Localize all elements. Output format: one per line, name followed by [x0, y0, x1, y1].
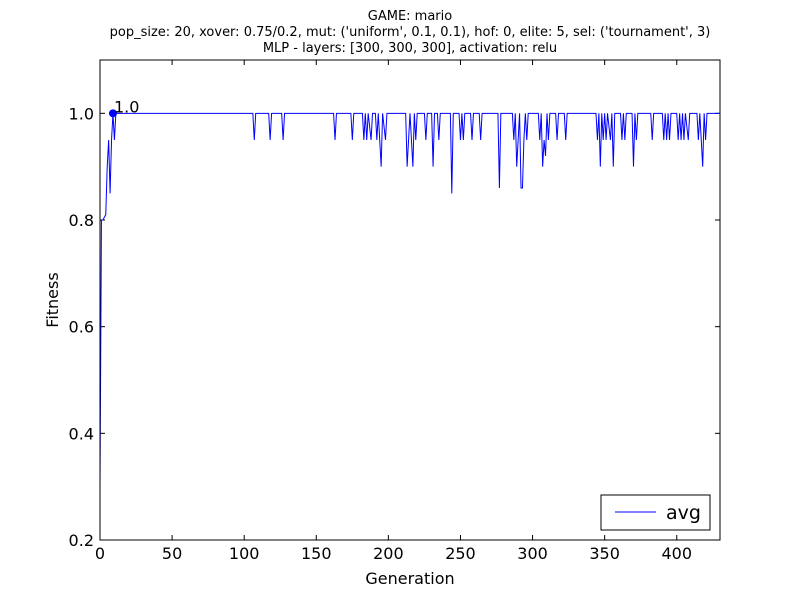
x-tick-label: 300: [517, 544, 548, 563]
y-tick-label: 0.4: [69, 424, 94, 443]
y-tick-label: 0.6: [69, 318, 94, 337]
x-tick-label: 100: [229, 544, 260, 563]
title-line-3: MLP - layers: [300, 300, 300], activatio…: [263, 41, 557, 56]
max-point-marker: [108, 109, 117, 118]
title-line-1: GAME: mario: [368, 9, 452, 24]
axis-ticks: 0 50 100 150 200 250 300 350 400 0.2 0.4 0.6 0.8 1.0: [69, 60, 720, 563]
max-point-label: 1.0: [114, 97, 139, 116]
x-tick-label: 200: [373, 544, 404, 563]
plot-area: 1.0: [100, 97, 720, 487]
y-tick-label: 1.0: [69, 104, 94, 123]
x-tick-label: 250: [445, 544, 476, 563]
x-tick-label: 50: [162, 544, 182, 563]
legend: avg: [600, 494, 711, 531]
x-tick-label: 400: [661, 544, 692, 563]
legend-label-avg: avg: [666, 502, 701, 524]
plot-frame: [99, 59, 721, 541]
x-axis-label: Generation: [365, 569, 454, 588]
x-tick-label: 0: [95, 544, 105, 563]
x-tick-label: 350: [589, 544, 620, 563]
series-line-avg: [100, 112, 720, 487]
x-tick-label: 150: [301, 544, 332, 563]
y-tick-label: 0.8: [69, 211, 94, 230]
y-axis-label: Fitness: [43, 272, 62, 327]
title-line-2: pop_size: 20, xover: 0.75/0.2, mut: ('un…: [110, 25, 711, 40]
y-tick-label: 0.2: [69, 531, 94, 550]
